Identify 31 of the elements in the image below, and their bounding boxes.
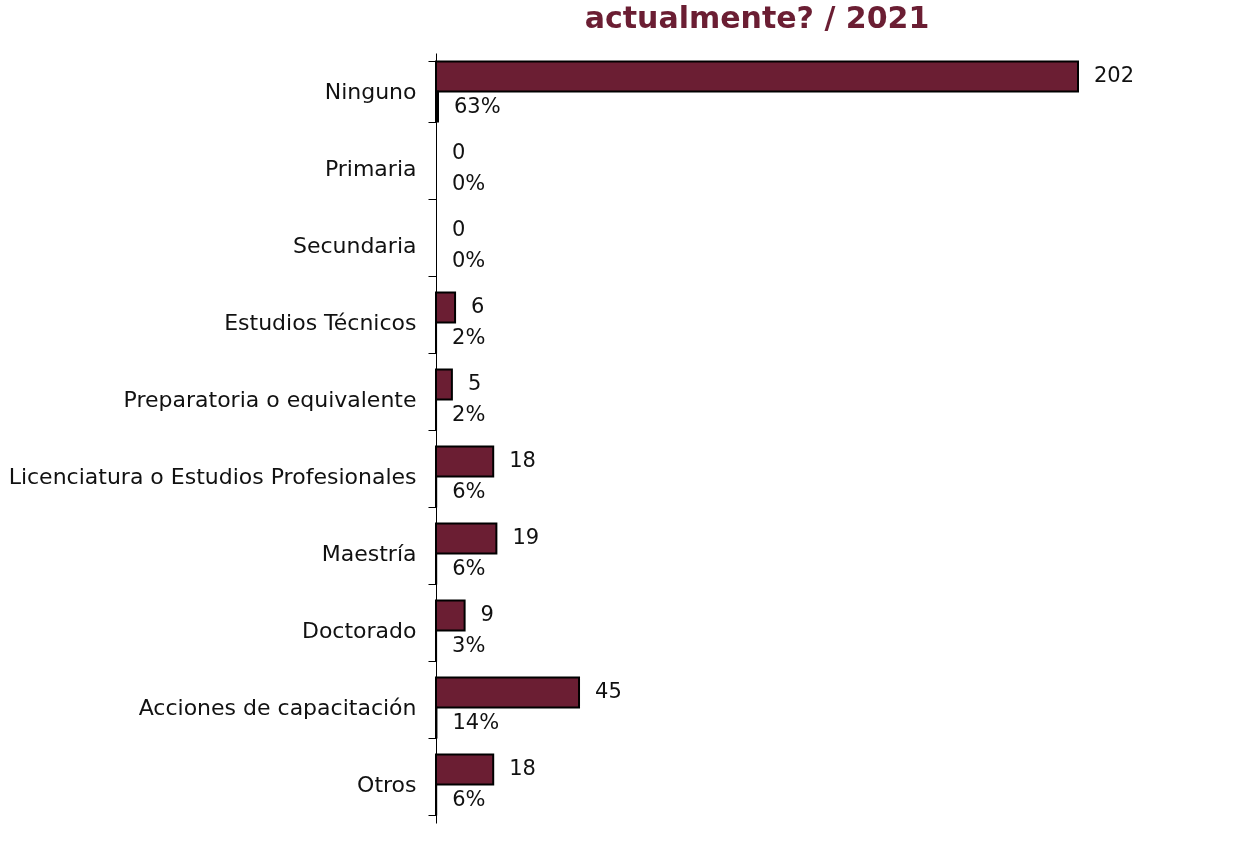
data-label: 18	[509, 756, 536, 781]
data-label: 45	[595, 679, 622, 704]
data-label: 6%	[452, 786, 486, 811]
data-label: 6	[471, 294, 485, 319]
y-tick-label: Doctorado	[301, 618, 417, 643]
y-tick-label: Licenciatura o Estudios Profesionales	[8, 464, 417, 489]
y-tick-label: Acciones de capacitación	[138, 695, 417, 720]
data-label: 18	[509, 448, 536, 473]
y-tick-label: Otros	[357, 772, 417, 797]
y-tick-label: Preparatoria o equivalente	[123, 387, 417, 412]
chart-title: actualmente? / 2021	[584, 0, 930, 35]
y-tick-label: Primaria	[324, 156, 417, 181]
data-label: 0%	[452, 247, 486, 272]
data-label: 6%	[452, 555, 486, 580]
data-label: 9	[480, 602, 494, 627]
data-label: 0%	[452, 170, 486, 195]
data-label: 0	[452, 217, 466, 242]
data-label: 2%	[452, 324, 486, 349]
y-tick-label: Secundaria	[292, 233, 417, 258]
y-tick-label: Ninguno	[324, 79, 417, 104]
data-label: 3%	[452, 632, 486, 657]
data-label: 63%	[454, 93, 501, 118]
y-tick-label: Maestría	[321, 541, 417, 566]
data-label: 19	[512, 525, 540, 550]
data-label: 0	[452, 140, 466, 165]
data-label: 202	[1094, 63, 1135, 88]
y-tick-label: Estudios Técnicos	[224, 310, 417, 335]
data-label: 6%	[452, 478, 486, 503]
data-label: 2%	[452, 401, 486, 426]
data-label: 14%	[452, 709, 500, 734]
data-label: 5	[467, 371, 482, 396]
